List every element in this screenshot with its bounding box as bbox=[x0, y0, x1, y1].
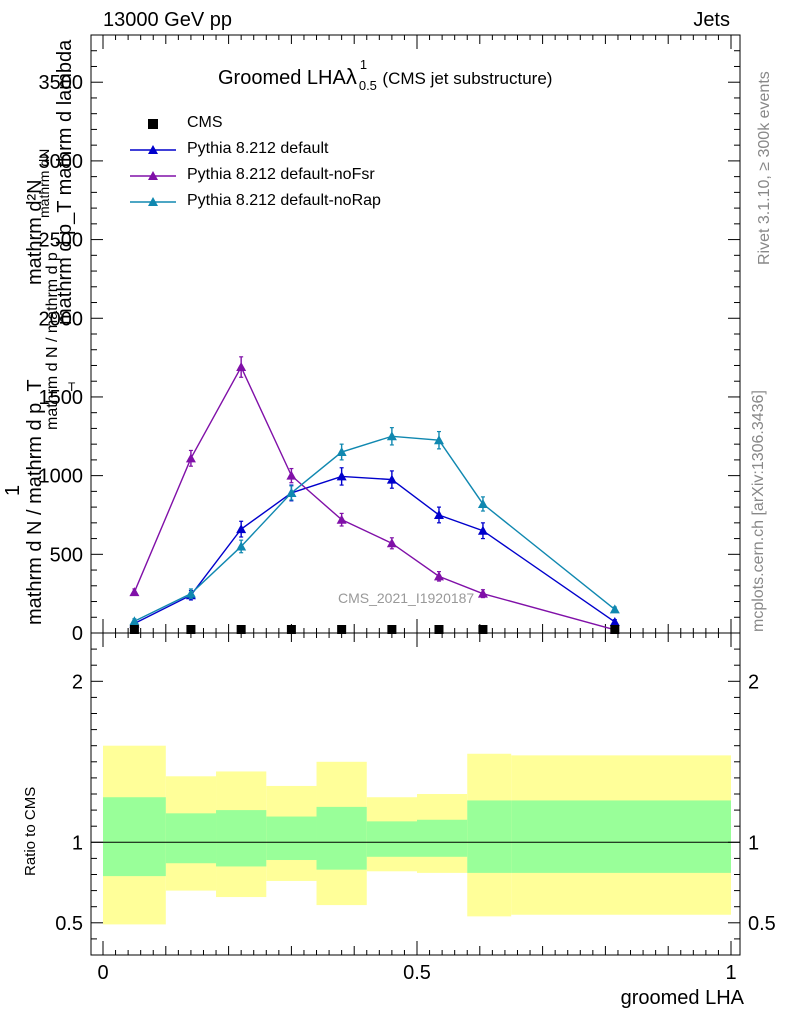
x-tick-label-0.5: 0.5 bbox=[403, 962, 431, 984]
series-point-default bbox=[336, 471, 347, 481]
cms-point bbox=[186, 625, 196, 634]
y-tick-label-1500: 1500 bbox=[39, 387, 84, 409]
series-point-noRap bbox=[433, 435, 444, 445]
y-tick-label-3000: 3000 bbox=[39, 151, 84, 173]
header-energy: 13000 GeV pp bbox=[103, 9, 232, 31]
series-point-noRap bbox=[609, 604, 620, 614]
series-point-default bbox=[236, 524, 247, 534]
ratio-band-inner-0 bbox=[103, 797, 166, 877]
plot-title-text: Groomed LHA bbox=[218, 67, 346, 89]
series-point-noRap bbox=[386, 431, 397, 441]
series-point-noFsr bbox=[386, 538, 397, 548]
ratio-y-tick-label-left-2: 2 bbox=[72, 671, 83, 693]
legend-label-norap: Pythia 8.212 default-noRap bbox=[187, 192, 381, 209]
legend-marker-cms bbox=[148, 119, 158, 129]
series-point-noRap bbox=[477, 498, 488, 508]
cms-point bbox=[236, 625, 246, 634]
cms-point bbox=[610, 625, 620, 634]
ratio-y-tick-label-left-0.5: 0.5 bbox=[55, 913, 83, 935]
ratio-band-inner-5 bbox=[366, 821, 417, 857]
series-point-noFsr bbox=[336, 514, 347, 524]
series-point-noFsr bbox=[236, 362, 247, 372]
y-tick-label-2500: 2500 bbox=[39, 230, 84, 252]
ratio-ylabel: Ratio to CMS bbox=[22, 786, 39, 876]
legend-label-default: Pythia 8.212 default bbox=[187, 140, 329, 157]
ratio-y-tick-label-left-1: 1 bbox=[72, 832, 83, 854]
series-point-default bbox=[386, 474, 397, 484]
series-point-default bbox=[477, 525, 488, 535]
series-point-noRap bbox=[236, 541, 247, 551]
legend-marker-noRap bbox=[148, 197, 158, 206]
legend-label-nofsr: Pythia 8.212 default-noFsr bbox=[187, 166, 375, 183]
cms-point bbox=[129, 625, 139, 634]
plot-title-sub: 0.5 bbox=[358, 78, 377, 93]
header-jets: Jets bbox=[693, 9, 730, 31]
series-point-noFsr bbox=[286, 470, 297, 480]
ratio-band-inner-4 bbox=[316, 806, 367, 870]
x-tick-label-0: 0 bbox=[97, 962, 108, 984]
rivet-label: Rivet 3.1.10, ≥ 300k events bbox=[756, 71, 773, 265]
x-axis-label: groomed LHA bbox=[620, 987, 744, 1009]
series-point-noRap bbox=[336, 447, 347, 457]
y-tick-label-500: 500 bbox=[50, 544, 83, 566]
legend-label-cms: CMS bbox=[187, 114, 223, 131]
series-point-default bbox=[609, 616, 620, 626]
x-tick-label-1: 1 bbox=[725, 962, 736, 984]
plot-title-sup: 1 bbox=[359, 57, 368, 72]
plot-title-extra: (CMS jet substructure) bbox=[382, 69, 553, 88]
cms-point bbox=[387, 625, 397, 634]
ylabel-inner-bottom: mathrm d N / mathrm d p bbox=[44, 252, 61, 430]
plot-title-indices: 1 0.5 bbox=[357, 57, 377, 93]
ratio-band-inner-2 bbox=[216, 810, 267, 867]
ratio-y-tick-label-right-0.5: 0.5 bbox=[748, 913, 776, 935]
series-point-noFsr bbox=[129, 587, 140, 597]
series-point-noFsr bbox=[433, 571, 444, 581]
legend-marker-default bbox=[148, 145, 158, 154]
series-point-noRap bbox=[286, 487, 297, 497]
plot-title-lambda: λ bbox=[345, 64, 357, 89]
ratio-band-inner-6 bbox=[417, 819, 468, 857]
ratio-y-tick-label-right-1: 1 bbox=[748, 832, 759, 854]
legend-marker-noFsr bbox=[148, 171, 158, 180]
cms-point bbox=[286, 625, 296, 634]
ylabel-one: 1 bbox=[2, 484, 24, 496]
series-point-noFsr bbox=[185, 453, 196, 463]
mcplots-label: mcplots.cern.ch [arXiv:1306.3436] bbox=[750, 390, 767, 632]
ratio-band-inner-7 bbox=[467, 800, 512, 873]
y-tick-label-2000: 2000 bbox=[39, 308, 84, 330]
ratio-band-inner-1 bbox=[165, 813, 217, 864]
plot-title: Groomed LHAλ 1 0.5 (CMS jet substructure) bbox=[218, 57, 553, 93]
series-point-noRap bbox=[129, 616, 140, 626]
y-tick-label-3500: 3500 bbox=[39, 72, 84, 94]
series-point-noFsr bbox=[477, 588, 488, 598]
y-tick-label-0: 0 bbox=[72, 623, 83, 645]
series-point-default bbox=[433, 509, 444, 519]
cms-point bbox=[478, 625, 488, 634]
ylabel-subscript-t: T bbox=[68, 380, 76, 394]
cms-point bbox=[337, 625, 347, 634]
ratio-y-tick-label-right-2: 2 bbox=[748, 671, 759, 693]
ylabel-inner-numerator: mathrm dN bbox=[36, 148, 52, 218]
analysis-watermark: CMS_2021_I1920187 bbox=[338, 590, 475, 606]
cms-point bbox=[434, 625, 444, 634]
series-point-noRap bbox=[185, 588, 196, 598]
y-tick-label-1000: 1000 bbox=[39, 466, 84, 488]
ratio-band-inner-3 bbox=[266, 816, 317, 861]
ratio-band-inner-8 bbox=[511, 800, 731, 873]
